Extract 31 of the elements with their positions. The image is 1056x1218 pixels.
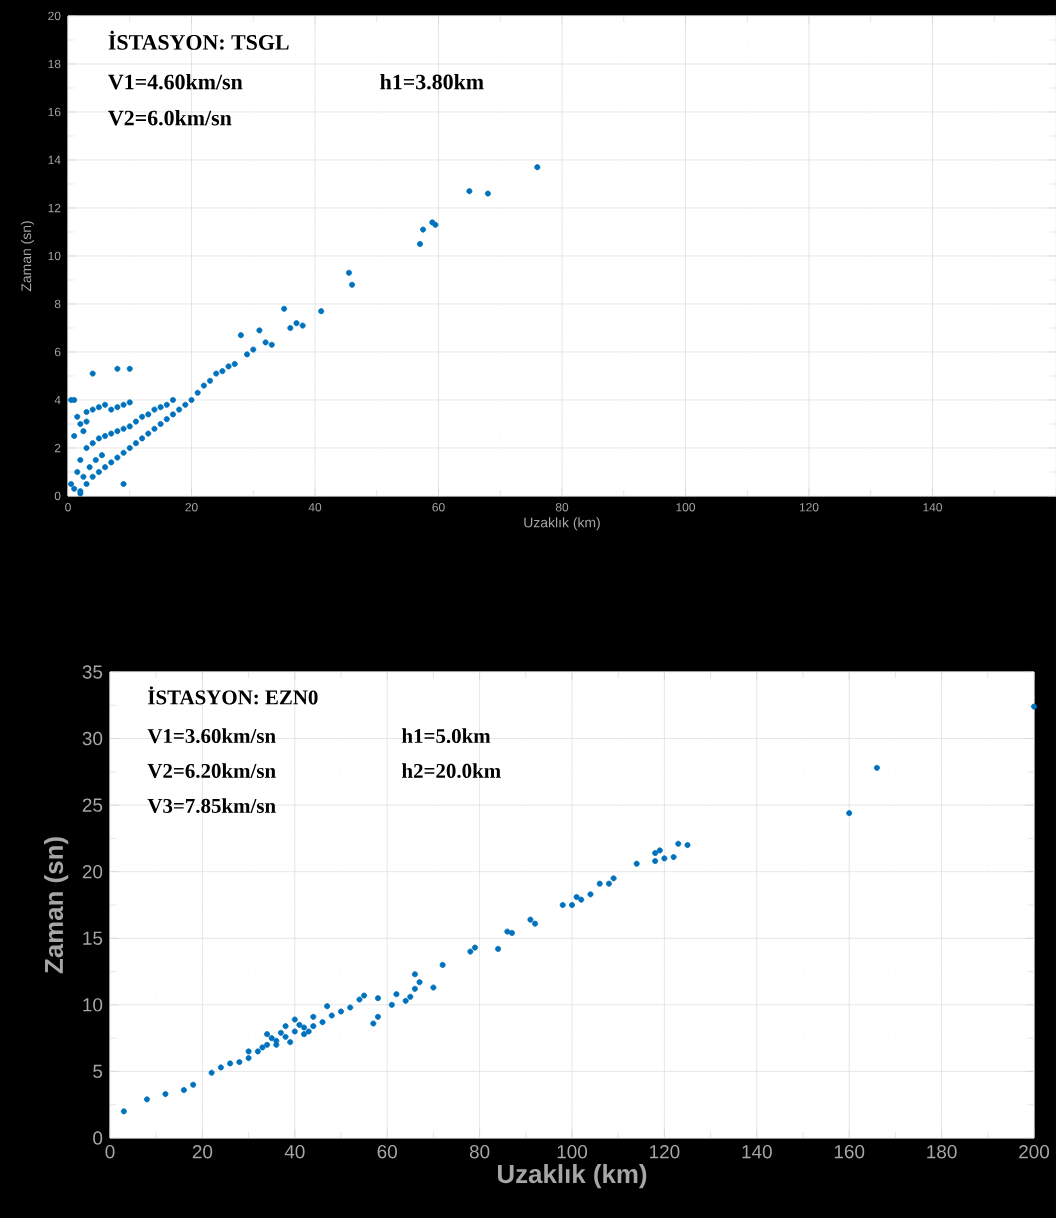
annotation: İSTASYON: TSGL (108, 30, 289, 50)
x-tick-label: 100 (557, 1145, 588, 1159)
annotation: V2=6.0km/sn (108, 110, 232, 126)
y-tick-label: 35 (82, 665, 103, 679)
annotation: h1=5.0km (401, 728, 491, 744)
annotation: V1=4.60km/sn (108, 74, 243, 90)
y-tick-label: 25 (82, 798, 103, 812)
x-tick-label: 200 (1019, 1145, 1050, 1159)
y-tick-label: 30 (82, 731, 103, 746)
x-tick-label: 160 (834, 1145, 865, 1159)
x-tick-label: 120 (650, 1145, 680, 1159)
x-tick-label: 0 (105, 1145, 115, 1159)
x-axis-title: Uzaklık (km) (497, 1164, 647, 1189)
y-tick-label: 0 (93, 1131, 103, 1145)
annotation: h1=3.80km (380, 74, 484, 90)
annotation: V1=3.60km/sn (147, 728, 276, 744)
annotation: h2=20.0km (401, 763, 501, 779)
annotation: İSTASYON: EZN0 (148, 686, 318, 705)
x-tick-label: 60 (377, 1145, 397, 1159)
x-tick-label: 20 (192, 1145, 213, 1159)
y-tick-label: 15 (83, 931, 103, 945)
y-tick-label: 20 (82, 865, 103, 879)
x-tick-label: 180 (927, 1145, 957, 1159)
y-tick-label: 5 (93, 1064, 103, 1079)
x-tick-label: 80 (469, 1145, 490, 1159)
y-tick-label: 10 (83, 998, 103, 1012)
annotation: V2=6.20km/sn (147, 763, 276, 779)
annotation: V3=7.85km/sn (147, 798, 276, 814)
x-tick-label: 40 (284, 1145, 305, 1159)
x-tick-label: 140 (742, 1145, 772, 1159)
y-axis-title: Zaman (sn) (44, 837, 69, 974)
